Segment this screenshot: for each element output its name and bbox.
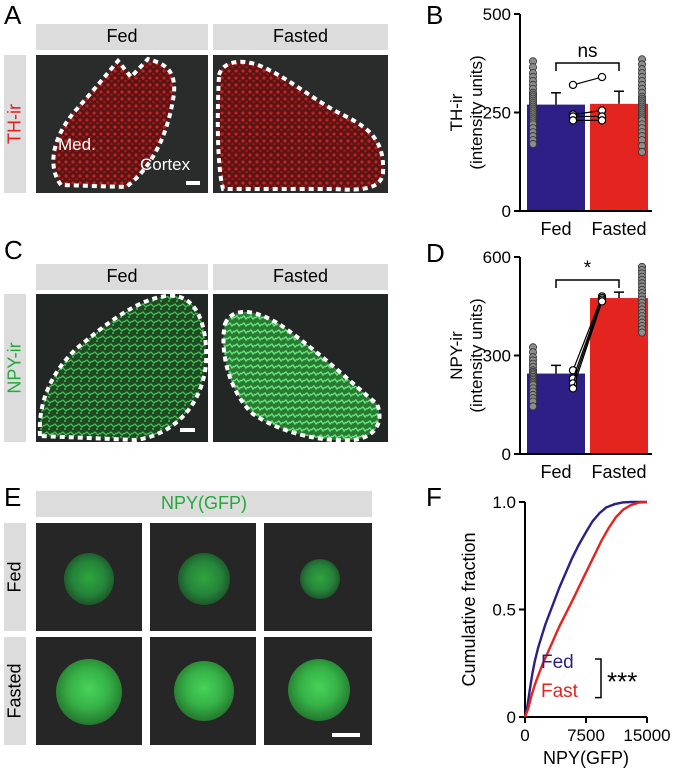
neuron-blob (288, 659, 350, 721)
col-label-fasted-a: Fasted (213, 24, 388, 50)
row-label-box-fasted-e: Fasted (4, 637, 26, 745)
micrograph-th-fasted (213, 55, 388, 193)
row-label-box-c: NPY-ir (4, 294, 26, 442)
significance-bracket (555, 279, 620, 288)
series-line-fast (523, 500, 648, 718)
y-axis-label: NPY-ir (447, 331, 466, 380)
paired-line (572, 301, 603, 389)
data-point (637, 147, 646, 156)
y-axis-label: (intensity units) (467, 55, 486, 169)
paired-point (597, 116, 607, 125)
label-cortex: Cortex (140, 155, 191, 174)
bar-chart-d: 0 300 600 NPY-ir (intensity units) Fed Fasted * (447, 248, 652, 480)
cell-image-fasted-3 (264, 637, 372, 745)
scale-bar-c (180, 428, 195, 432)
x-tick-label: Fasted (591, 219, 646, 239)
row-label-fasted-e: Fasted (4, 663, 25, 719)
scale-bar-e (332, 733, 360, 737)
adrenal-outline-npy-fasted (221, 309, 382, 442)
y-tick-label: 0.5 (492, 601, 516, 620)
series-line-fed (523, 500, 647, 718)
neuron-blob (64, 553, 114, 605)
paired-point (597, 72, 607, 82)
data-point (528, 402, 537, 411)
cell-image-fed-1 (36, 523, 142, 631)
neuron-blob (174, 661, 234, 721)
header-npy-gfp: NPY(GFP) (36, 491, 372, 517)
legend-fed: Fed (541, 652, 574, 673)
y-tick-label: 1.0 (492, 493, 516, 512)
row-label-box-fed-e: Fed (4, 523, 26, 631)
significance-label: ns (577, 41, 597, 62)
x-tick-label: Fed (540, 462, 571, 480)
paired-line (572, 109, 603, 116)
paired-point (568, 116, 578, 125)
cell-image-fasted-1 (36, 637, 142, 745)
x-tick-label: 15000 (623, 726, 670, 745)
y-axis-label-group: Cumulative fraction (459, 532, 479, 686)
paired-point (597, 297, 607, 306)
y-axis-label: TH-ir (447, 93, 466, 131)
data-point (637, 328, 646, 337)
y-axis-label-group: TH-ir (intensity units) (447, 55, 486, 169)
y-tick-label: 0 (502, 445, 511, 464)
cell-image-fed-2 (150, 523, 256, 631)
legend-fast: Fast (541, 681, 579, 702)
adrenal-outline-th-fasted (215, 59, 386, 192)
x-tick-label: 7500 (567, 726, 605, 745)
neuron-blob (300, 559, 340, 599)
panel-letter-d: D (426, 238, 445, 268)
paired-point (568, 384, 578, 393)
adrenal-outline-npy-fed (37, 294, 208, 442)
row-label-fed-e: Fed (4, 561, 25, 593)
y-tick-label: 300 (483, 347, 511, 366)
data-point (528, 140, 537, 149)
paired-line (572, 297, 603, 379)
paired-point (568, 80, 578, 90)
cell-image-fasted-2 (150, 637, 256, 745)
col-label-fed-c: Fed (36, 264, 208, 290)
significance-bracket (555, 62, 620, 71)
micrograph-th-fed: Med. Cortex (36, 55, 208, 193)
y-tick-label: 250 (483, 104, 511, 123)
y-tick-label: 0 (507, 708, 516, 727)
neuron-blob (178, 553, 230, 605)
y-axis-label: Cumulative fraction (459, 532, 479, 686)
y-axis-label-group: NPY-ir (intensity units) (447, 298, 486, 412)
scale-bar-a (186, 181, 200, 185)
paired-line (572, 296, 603, 371)
significance-label: * (584, 258, 592, 279)
x-tick-label: 0 (520, 726, 529, 745)
row-label-npy-ir: NPY-ir (4, 342, 25, 394)
micrograph-npy-fed (36, 294, 208, 442)
paired-line (572, 76, 603, 86)
neuron-blob (56, 659, 122, 725)
y-axis-label: (intensity units) (467, 298, 486, 412)
panel-letter-f: F (426, 482, 442, 512)
y-tick-label: 500 (483, 5, 511, 24)
panel-letter-e: E (4, 482, 22, 512)
panel-letter-c: C (4, 235, 23, 265)
paired-line (572, 299, 603, 384)
panel-letter-a: A (4, 0, 22, 30)
adrenal-outline-th-fed (51, 56, 177, 190)
col-label-fed-a: Fed (36, 24, 208, 50)
x-tick-label: Fed (540, 219, 571, 239)
x-tick-label: Fasted (591, 462, 646, 480)
significance-label: *** (607, 666, 637, 696)
micrograph-npy-fasted (213, 294, 388, 442)
col-label-fasted-c: Fasted (213, 264, 388, 290)
panel-letter-b: B (426, 0, 444, 30)
y-tick-label: 600 (483, 248, 511, 267)
bar-chart-b: 0 250 500 TH-ir (intensity units) Fed Fasted ns (447, 5, 652, 239)
x-axis-label: NPY(GFP) (543, 748, 629, 768)
cumulative-chart-f: 0 0.5 1.0 0 7500 15000 NPY(GFP) Cumulative frac… (459, 493, 671, 768)
significance-bracket (595, 658, 602, 699)
row-label-th-ir: TH-ir (4, 104, 25, 144)
label-medulla: Med. (58, 135, 96, 154)
y-tick-label: 0 (502, 202, 511, 221)
row-label-box-a: TH-ir (4, 55, 26, 193)
cell-image-fed-3 (264, 523, 372, 631)
